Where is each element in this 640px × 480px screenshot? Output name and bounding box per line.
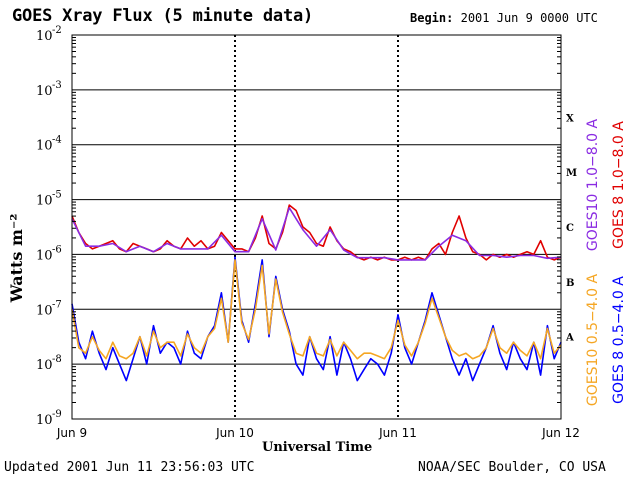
- y-tick-label: 10: [36, 358, 53, 373]
- chart-grid: [72, 35, 561, 419]
- y-tick-label: 10: [36, 84, 53, 99]
- y-tick-exponent: -5: [52, 190, 62, 201]
- begin-value: 2001 Jun 9 0000 UTC: [460, 11, 598, 25]
- y-tick-exponent: -4: [52, 135, 62, 146]
- y-tick-exponent: -6: [52, 244, 62, 255]
- y-tick-exponent: -3: [52, 80, 62, 91]
- x-tick-label: Jun 10: [215, 426, 254, 440]
- x-tick-label: Jun 9: [56, 426, 87, 440]
- plot-frame: [71, 34, 562, 420]
- chart-series: [71, 204, 562, 382]
- y-axis-label: Watts m⁻²: [7, 214, 26, 304]
- updated-timestamp: Updated 2001 Jun 11 23:56:03 UTC: [4, 460, 255, 475]
- series-line: [71, 204, 562, 261]
- y-tick-label: 10: [36, 29, 53, 44]
- flare-class-label: X: [566, 113, 574, 124]
- chart-title: GOES Xray Flux (5 minute data): [12, 6, 314, 26]
- begin-label: Begin:: [410, 11, 454, 25]
- y-tick-label: 10: [36, 413, 53, 428]
- flare-class-label: A: [565, 333, 574, 344]
- y-tick-exponent: -9: [52, 409, 62, 420]
- y-tick-label: 10: [36, 139, 53, 154]
- y-tick-label: 10: [36, 303, 53, 318]
- flare-class-label: B: [566, 278, 574, 289]
- y-tick-exponent: -2: [52, 25, 62, 36]
- begin-info: Begin: 2001 Jun 9 0000 UTC: [410, 11, 598, 25]
- legend-entry: GOES10 1.0−8.0 A: [585, 119, 601, 252]
- x-axis-label: Universal Time: [262, 440, 373, 455]
- legend-entry: GOES10 0.5−4.0 A: [585, 274, 601, 407]
- y-tick-label: 10: [36, 248, 53, 263]
- flare-class-label: M: [566, 168, 577, 179]
- x-tick-label: Jun 11: [378, 426, 417, 440]
- series-line: [71, 259, 562, 360]
- legend-entry: GOES 8 0.5−4.0 A: [611, 276, 627, 404]
- legend-entry: GOES 8 1.0−8.0 A: [611, 121, 627, 249]
- series-line: [71, 207, 562, 261]
- y-tick-exponent: -7: [52, 299, 62, 310]
- series-line: [71, 256, 562, 382]
- chart-axes: [71, 34, 562, 420]
- flare-class-label: C: [566, 223, 574, 234]
- credit-line: NOAA/SEC Boulder, CO USA: [418, 460, 606, 475]
- x-tick-label: Jun 12: [541, 426, 580, 440]
- y-tick-label: 10: [36, 194, 53, 209]
- y-tick-exponent: -8: [52, 354, 62, 365]
